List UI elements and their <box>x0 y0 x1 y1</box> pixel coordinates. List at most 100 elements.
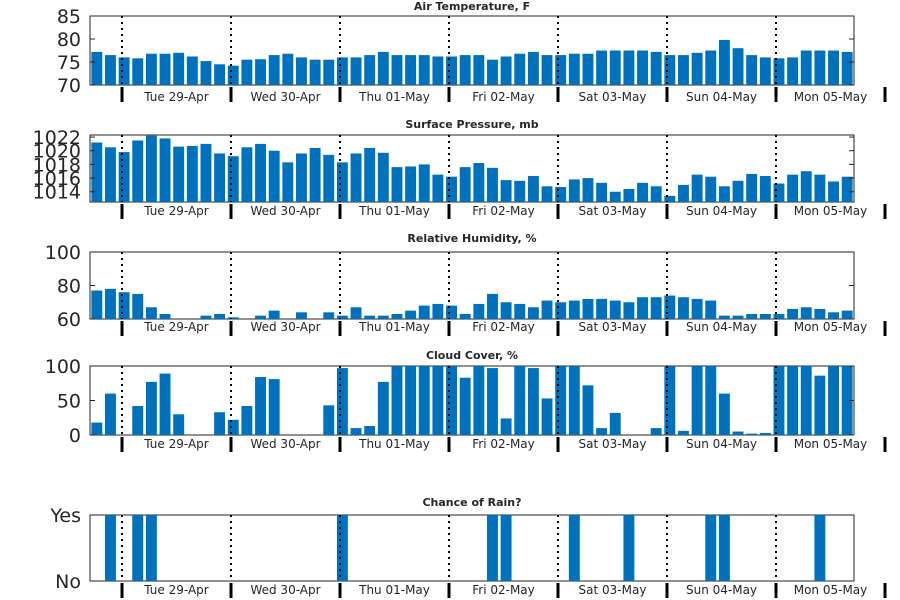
bar <box>473 55 485 85</box>
panel-title: Cloud Cover, % <box>426 349 518 362</box>
bar <box>623 515 635 581</box>
bar <box>664 55 676 85</box>
axes-box <box>89 134 855 203</box>
bar <box>200 315 212 319</box>
bar <box>541 186 553 202</box>
bar <box>514 303 526 319</box>
bar <box>637 297 648 319</box>
bar <box>759 313 771 319</box>
bar <box>459 55 471 85</box>
bar <box>159 138 171 202</box>
bar <box>255 59 266 85</box>
bar <box>500 56 512 85</box>
bar <box>814 515 826 581</box>
axes-box <box>89 365 855 436</box>
bar <box>828 366 839 435</box>
bar <box>746 55 758 85</box>
ytick-label: 1016 <box>33 168 81 190</box>
bar <box>132 293 144 320</box>
xtick-label: Mon 05-May <box>794 320 868 334</box>
xtick-label: Sat 03-May <box>579 583 647 597</box>
bar <box>350 428 362 435</box>
bar <box>664 366 676 435</box>
bar <box>623 302 635 319</box>
bar <box>609 191 621 202</box>
bar <box>377 315 389 319</box>
bar <box>405 55 417 85</box>
bar <box>678 184 689 202</box>
bar <box>773 183 785 202</box>
bar <box>527 51 539 85</box>
bar <box>691 174 703 202</box>
xtick-label: Fri 02-May <box>472 583 535 597</box>
bar <box>814 308 826 319</box>
bar <box>800 171 812 202</box>
bar <box>364 147 376 202</box>
ytick-label: 1020 <box>33 141 81 163</box>
bar <box>527 368 539 435</box>
bar <box>650 297 662 319</box>
bar <box>91 51 103 85</box>
xtick-label: Sun 04-May <box>686 204 757 218</box>
bar <box>746 313 758 319</box>
bar <box>214 153 226 202</box>
bar <box>759 176 771 202</box>
axes-box <box>89 251 855 320</box>
bar <box>159 373 171 435</box>
bar <box>555 302 567 319</box>
bar <box>609 412 621 435</box>
bar <box>650 428 662 435</box>
bar <box>173 146 185 202</box>
panel-title: Relative Humidity, % <box>407 232 536 245</box>
bar <box>446 366 457 435</box>
ytick-label: 80 <box>57 29 81 51</box>
bar <box>268 55 280 85</box>
bar <box>118 57 130 85</box>
xtick-label: Thu 01-May <box>358 583 430 597</box>
xtick-label: Tue 29-Apr <box>143 583 208 597</box>
chart-panel-5: Chance of Rain? No Yes Tue 29-Apr Wed 30-Apr… <box>49 496 887 598</box>
bar <box>637 182 648 202</box>
ytick-label: 60 <box>57 309 81 331</box>
xtick-label: Wed 30-Apr <box>250 320 320 334</box>
bar <box>132 58 144 85</box>
bar <box>596 50 608 85</box>
bar <box>500 418 512 435</box>
bar <box>186 56 198 85</box>
bar <box>432 303 444 319</box>
bar <box>145 135 157 202</box>
xtick-label: Fri 02-May <box>472 90 535 104</box>
bar <box>118 292 130 319</box>
bar <box>487 515 498 581</box>
ytick-label: 1022 <box>33 127 81 149</box>
bar <box>609 300 621 319</box>
chart-panel-2: Surface Pressure, mb 10141016101810201022… <box>33 118 887 219</box>
bar <box>432 174 444 202</box>
bar <box>227 419 239 435</box>
bar <box>787 57 799 85</box>
bar <box>432 366 444 435</box>
bar <box>336 515 348 581</box>
bar <box>377 51 389 85</box>
xtick-label: Tue 29-Apr <box>143 437 208 451</box>
bar <box>487 368 498 435</box>
ytick-label: 75 <box>57 52 81 74</box>
bar <box>487 59 498 85</box>
xtick-label: Thu 01-May <box>358 204 430 218</box>
bar <box>555 186 567 202</box>
xtick-label: Wed 30-Apr <box>250 204 320 218</box>
bar <box>446 305 457 319</box>
bar <box>664 195 676 202</box>
bar <box>500 302 512 319</box>
bar <box>500 515 512 581</box>
bar <box>159 313 171 319</box>
bar <box>241 147 253 202</box>
bar <box>718 315 730 319</box>
bar <box>296 312 307 319</box>
bar <box>487 167 498 202</box>
ytick-label: 80 <box>57 276 81 298</box>
bar <box>500 180 512 202</box>
bar <box>377 381 389 435</box>
bar <box>691 52 703 85</box>
